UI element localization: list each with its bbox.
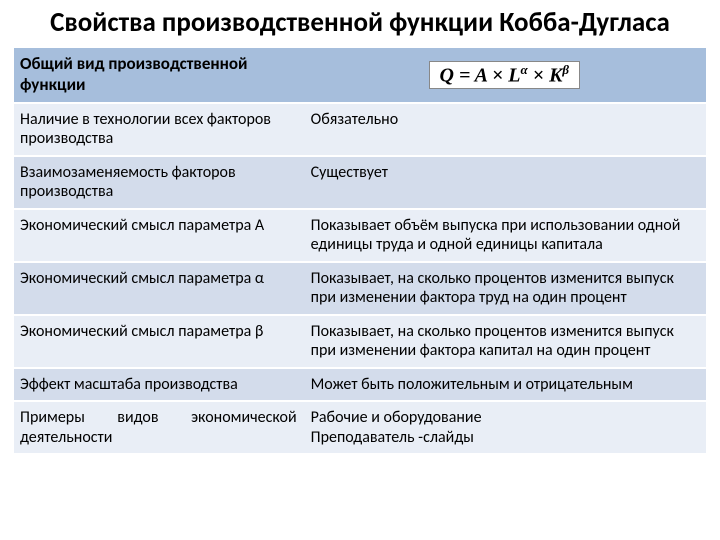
cell-left: Эффект масштаба производства xyxy=(14,368,305,402)
table-row: Экономический смысл параметра αПоказывае… xyxy=(14,262,706,315)
table-row: Наличие в технологии всех факторов произ… xyxy=(14,103,706,156)
table-row: Экономический смысл параметра βПоказывае… xyxy=(14,315,706,368)
cell-left: Наличие в технологии всех факторов произ… xyxy=(14,103,305,156)
table-row: Примеры видов экономической деятельности… xyxy=(14,401,706,454)
slide: Свойства производственной функции Кобба-… xyxy=(0,0,720,540)
cell-left: Экономический смысл параметра А xyxy=(14,209,305,262)
cell-left: Экономический смысл параметра β xyxy=(14,315,305,368)
cell-left: Общий вид производственной функции xyxy=(14,48,305,102)
cell-left: Экономический смысл параметра α xyxy=(14,262,305,315)
cell-right: Показывает, на сколько процентов изменит… xyxy=(305,315,706,368)
cell-left: Примеры видов экономической деятельности xyxy=(14,401,305,454)
cell-left: Взаимозаменяемость факторов производства xyxy=(14,156,305,209)
cell-right: Показывает, на сколько процентов изменит… xyxy=(305,262,706,315)
table-row: Общий вид производственной функции Q = A … xyxy=(14,48,706,102)
properties-table: Общий вид производственной функции Q = A … xyxy=(14,48,706,455)
cell-right: Может быть положительным и отрицательным xyxy=(305,368,706,402)
cell-right: Обязательно xyxy=(305,103,706,156)
table-row: Эффект масштаба производстваМожет быть п… xyxy=(14,368,706,402)
cell-right: Показывает объём выпуска при использован… xyxy=(305,209,706,262)
slide-title: Свойства производственной функции Кобба-… xyxy=(14,8,706,38)
cell-right: Q = A × Lα × Kβ xyxy=(305,48,706,102)
table-row: Экономический смысл параметра АПоказывае… xyxy=(14,209,706,262)
formula: Q = A × Lα × Kβ xyxy=(429,61,581,90)
cell-right: Рабочие и оборудованиеПреподаватель -сла… xyxy=(305,401,706,454)
cell-right: Существует xyxy=(305,156,706,209)
table-row: Взаимозаменяемость факторов производства… xyxy=(14,156,706,209)
table-body: Общий вид производственной функции Q = A … xyxy=(14,48,706,454)
